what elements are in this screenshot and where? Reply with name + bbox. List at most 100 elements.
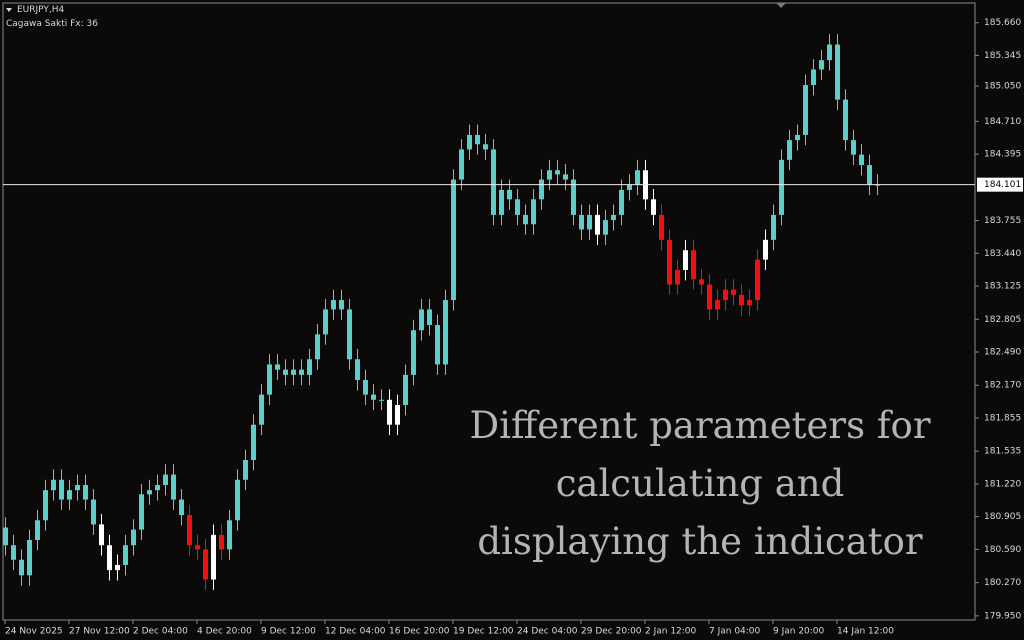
candle-body <box>179 499 184 516</box>
candle-body <box>443 300 448 365</box>
candle-body <box>803 85 808 135</box>
candle-body <box>315 334 320 360</box>
y-tick-label: 183.440 <box>984 249 1021 259</box>
candle-body <box>595 214 600 235</box>
candle-body <box>355 359 360 381</box>
candle-body <box>451 179 456 301</box>
indicator-label: Cagawa Sakti Fx: 36 <box>6 19 98 29</box>
candle-body <box>51 479 56 491</box>
candle-body <box>811 69 816 86</box>
candle-body <box>475 134 480 145</box>
candle-body <box>275 364 280 370</box>
y-tick-label: 182.490 <box>984 348 1021 358</box>
candle-body <box>547 170 552 180</box>
candle-body <box>331 300 336 310</box>
candle-body <box>251 424 256 461</box>
y-tick-label: 180.270 <box>984 578 1021 588</box>
candle-body <box>91 499 96 525</box>
x-tick-label: 29 Dec 20:00 <box>581 627 642 637</box>
candle-body <box>131 529 136 546</box>
shift-marker[interactable] <box>776 3 786 8</box>
candle-body <box>507 189 512 200</box>
y-tick-label: 181.220 <box>984 479 1021 489</box>
candle-body <box>291 369 296 375</box>
y-tick-label: 180.905 <box>984 512 1021 522</box>
candle-body <box>35 520 40 541</box>
candle-body <box>619 189 624 215</box>
candle-body <box>675 269 680 285</box>
candle-body <box>75 484 80 491</box>
current-price-label: 184.101 <box>984 180 1021 190</box>
candle-body <box>299 369 304 375</box>
candle-body <box>699 279 704 285</box>
x-tick-label: 24 Dec 04:00 <box>517 627 578 637</box>
x-tick-label: 9 Dec 12:00 <box>261 627 316 637</box>
candle-body <box>147 490 152 495</box>
y-tick-label: 182.805 <box>984 315 1021 325</box>
candle-body <box>707 284 712 310</box>
candle-body <box>627 184 632 190</box>
symbol-menu-arrow[interactable] <box>6 8 12 12</box>
candle-body <box>603 220 608 235</box>
candle-body <box>363 380 368 395</box>
candle-body <box>339 300 344 310</box>
x-tick-label: 27 Nov 12:00 <box>69 627 130 637</box>
candle-body <box>403 374 408 405</box>
candle-body <box>579 214 584 230</box>
y-tick-label: 182.170 <box>984 381 1021 391</box>
candle-body <box>43 490 48 521</box>
candle-body <box>715 300 720 310</box>
candle-body <box>819 60 824 70</box>
candle-body <box>107 545 112 571</box>
candle-body <box>515 199 520 215</box>
candle-body <box>587 214 592 230</box>
candle-body <box>235 479 240 521</box>
candle-body <box>27 540 32 576</box>
candle-body <box>483 144 488 150</box>
candle-body <box>827 44 832 61</box>
candle-body <box>771 214 776 240</box>
candle-body <box>387 399 392 425</box>
candle-body <box>835 44 840 100</box>
candle-body <box>163 474 168 485</box>
candle-body <box>283 369 288 375</box>
candle-body <box>227 520 232 550</box>
candle-body <box>99 524 104 546</box>
candle-body <box>115 564 120 571</box>
candle-body <box>659 214 664 240</box>
candle-body <box>139 494 144 530</box>
candle-body <box>523 214 528 225</box>
y-tick-label: 183.755 <box>984 216 1021 226</box>
candle-body <box>59 479 64 500</box>
candle-body <box>667 239 672 285</box>
x-tick-label: 9 Jan 20:00 <box>773 627 825 637</box>
x-tick-label: 19 Dec 12:00 <box>453 627 514 637</box>
candle-body <box>67 490 72 500</box>
candle-body <box>635 170 640 185</box>
candle-body <box>123 545 128 565</box>
candle-body <box>19 559 24 576</box>
y-tick-label: 184.395 <box>984 150 1021 160</box>
y-tick-label: 180.590 <box>984 545 1021 555</box>
candle-body <box>763 239 768 260</box>
y-tick-label: 185.660 <box>984 18 1021 28</box>
candle-body <box>171 474 176 500</box>
candle-body <box>491 149 496 215</box>
candle-body <box>323 309 328 335</box>
candle-body <box>371 394 376 400</box>
x-tick-label: 24 Nov 2025 <box>5 627 63 637</box>
x-tick-label: 2 Jan 12:00 <box>645 627 697 637</box>
candle-body <box>427 309 432 326</box>
plot-frame <box>2 2 976 621</box>
candle-body <box>851 140 856 155</box>
candle-body <box>755 259 760 301</box>
annotation-line: Different parameters for <box>469 404 930 447</box>
candle-body <box>435 325 440 365</box>
candle-body <box>723 289 728 301</box>
candle-body <box>395 404 400 425</box>
y-tick-label: 184.710 <box>984 117 1021 127</box>
candle-body <box>459 149 464 180</box>
candle-body <box>651 199 656 215</box>
candle-body <box>467 134 472 150</box>
candle-body <box>747 300 752 306</box>
